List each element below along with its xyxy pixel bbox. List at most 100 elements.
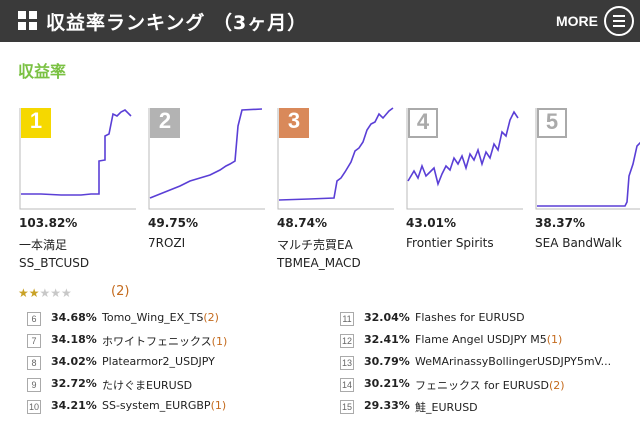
ranking-row[interactable]: 9 32.72% たけぐまEURUSD <box>27 375 317 397</box>
page-title: 収益率ランキング （3ヶ月） <box>46 12 308 34</box>
equity-chart-svg <box>406 108 523 210</box>
chart-axis <box>19 108 136 210</box>
ranking-row[interactable]: 6 34.68% Tomo_Wing_EX_TS(2) <box>27 309 317 331</box>
return-percent: 38.37% <box>535 216 585 230</box>
return-percent: 34.21% <box>51 399 97 412</box>
ea-name-link[interactable]: Platearmor2_USDJPY <box>102 355 215 368</box>
ea-name-link[interactable]: SEA BandWalk <box>535 236 622 250</box>
rank-badge: 1 <box>21 108 51 138</box>
rank-badge: 3 <box>279 108 309 138</box>
review-count[interactable]: (1) <box>210 399 227 412</box>
equity-line <box>278 107 394 201</box>
return-percent: 34.02% <box>51 355 97 368</box>
rank-badge: 4 <box>408 108 438 138</box>
menu-icon[interactable] <box>604 6 634 36</box>
return-percent: 43.01% <box>406 216 456 230</box>
ranking-row[interactable]: 13 30.79% WeMArinassyBollingerUSDJPY5mV... <box>340 353 630 375</box>
rank-badge: 5 <box>537 108 567 138</box>
ranking-row[interactable]: 11 32.04% Flashes for EURUSD <box>340 309 630 331</box>
equity-chart[interactable]: 5 <box>535 106 640 210</box>
rank-number: 11 <box>340 312 354 326</box>
ea-name-link[interactable]: たけぐまEURUSD <box>102 377 192 393</box>
rank-number: 13 <box>340 356 354 370</box>
rank-number: 6 <box>27 312 41 326</box>
rank-badge: 2 <box>150 108 180 138</box>
rank-number: 14 <box>340 378 354 392</box>
rank-number: 7 <box>27 334 41 348</box>
rating-stars: ★★★★★ <box>18 286 72 300</box>
ea-name-text: フェニックス for EURUSD <box>415 379 549 392</box>
equity-line <box>537 141 640 207</box>
review-count[interactable]: (1) <box>546 333 563 346</box>
review-count[interactable]: (2) <box>203 311 219 324</box>
equity-line <box>149 108 263 199</box>
more-link[interactable]: MORE <box>556 13 598 29</box>
rank-number: 15 <box>340 400 354 414</box>
ea-name-link[interactable]: WeMArinassyBollingerUSDJPY5mV... <box>415 355 611 368</box>
chart-axis <box>535 108 640 210</box>
equity-chart[interactable]: 2 <box>148 106 266 210</box>
ea-name-text: たけぐまEURUSD <box>102 379 193 392</box>
section-title: 収益率 <box>18 62 67 81</box>
equity-chart-svg <box>148 108 265 210</box>
rank-number: 10 <box>27 400 41 414</box>
ea-name-link[interactable]: Flashes for EURUSD <box>415 311 525 324</box>
ea-name-text: Platearmor2_USDJPY <box>102 355 215 368</box>
ea-name-text: SS-system_EURGBP <box>102 399 211 412</box>
ea-name-link[interactable]: SS-system_EURGBP(1) <box>102 399 226 412</box>
ea-name-link[interactable]: 7ROZI <box>148 236 186 250</box>
ranking-row[interactable]: 10 34.21% SS-system_EURGBP(1) <box>27 397 317 419</box>
ea-name-link[interactable]: 鮭_EURUSD <box>415 399 478 415</box>
equity-line <box>407 110 519 187</box>
return-percent: 32.04% <box>364 311 410 324</box>
star-empty-icon: ★★★ <box>39 286 72 300</box>
chart-axis <box>277 108 394 210</box>
return-percent: 34.18% <box>51 333 97 346</box>
review-count[interactable]: (1) <box>211 335 228 348</box>
ranking-row[interactable]: 7 34.18% ホワイトフェニックス(1) <box>27 331 317 353</box>
ea-name-text: Flashes for EURUSD <box>415 311 525 324</box>
ea-name-link[interactable]: ホワイトフェニックス(1) <box>102 333 227 349</box>
return-percent: 48.74% <box>277 216 327 230</box>
equity-line <box>21 109 132 196</box>
ea-name-link[interactable]: フェニックス for EURUSD(2) <box>415 377 565 393</box>
return-percent: 34.68% <box>51 311 97 324</box>
return-percent: 32.41% <box>364 333 410 346</box>
rank-number: 12 <box>340 334 354 348</box>
return-percent: 103.82% <box>19 216 78 230</box>
return-percent: 32.72% <box>51 377 97 390</box>
review-count[interactable]: (2) <box>548 379 565 392</box>
grid-icon <box>18 11 38 31</box>
ea-name-text: ホワイトフェニックス <box>102 335 212 348</box>
equity-chart-svg <box>277 107 394 210</box>
header-bar: 収益率ランキング （3ヶ月） MORE <box>0 0 640 42</box>
return-percent: 29.33% <box>364 399 410 412</box>
ea-name-link[interactable]: Flame Angel USDJPY M5(1) <box>415 333 562 346</box>
ea-name-text: Tomo_Wing_EX_TS <box>102 311 204 324</box>
ea-name-link[interactable]: 一本満足 <box>19 238 68 252</box>
return-percent: 49.75% <box>148 216 198 230</box>
equity-chart[interactable]: 1 <box>19 106 137 210</box>
ea-name-link-line2[interactable]: TBMEA_MACD <box>277 256 361 270</box>
ranking-row[interactable]: 8 34.02% Platearmor2_USDJPY <box>27 353 317 375</box>
equity-chart-svg <box>19 108 136 210</box>
ea-name-link[interactable]: Frontier Spirits <box>406 236 494 250</box>
return-percent: 30.21% <box>364 377 410 390</box>
ea-name-text: 鮭_EURUSD <box>415 401 478 414</box>
ranking-row[interactable]: 12 32.41% Flame Angel USDJPY M5(1) <box>340 331 630 353</box>
equity-chart-svg <box>535 108 640 210</box>
equity-chart[interactable]: 3 <box>277 106 395 210</box>
ea-name-link[interactable]: Tomo_Wing_EX_TS(2) <box>102 311 219 324</box>
rank-number: 9 <box>27 378 41 392</box>
star-filled-icon: ★★ <box>18 286 40 300</box>
chart-axis <box>406 108 523 210</box>
rank-number: 8 <box>27 356 41 370</box>
ea-name-text: WeMArinassyBollingerUSDJPY5mV... <box>415 355 612 368</box>
return-percent: 30.79% <box>364 355 410 368</box>
equity-chart[interactable]: 4 <box>406 106 524 210</box>
review-count[interactable]: (2) <box>111 284 130 299</box>
ea-name-link-line2[interactable]: SS_BTCUSD <box>19 256 90 270</box>
ranking-row[interactable]: 15 29.33% 鮭_EURUSD <box>340 397 630 419</box>
ranking-row[interactable]: 14 30.21% フェニックス for EURUSD(2) <box>340 375 630 397</box>
ea-name-link[interactable]: マルチ売買EA <box>277 238 353 252</box>
